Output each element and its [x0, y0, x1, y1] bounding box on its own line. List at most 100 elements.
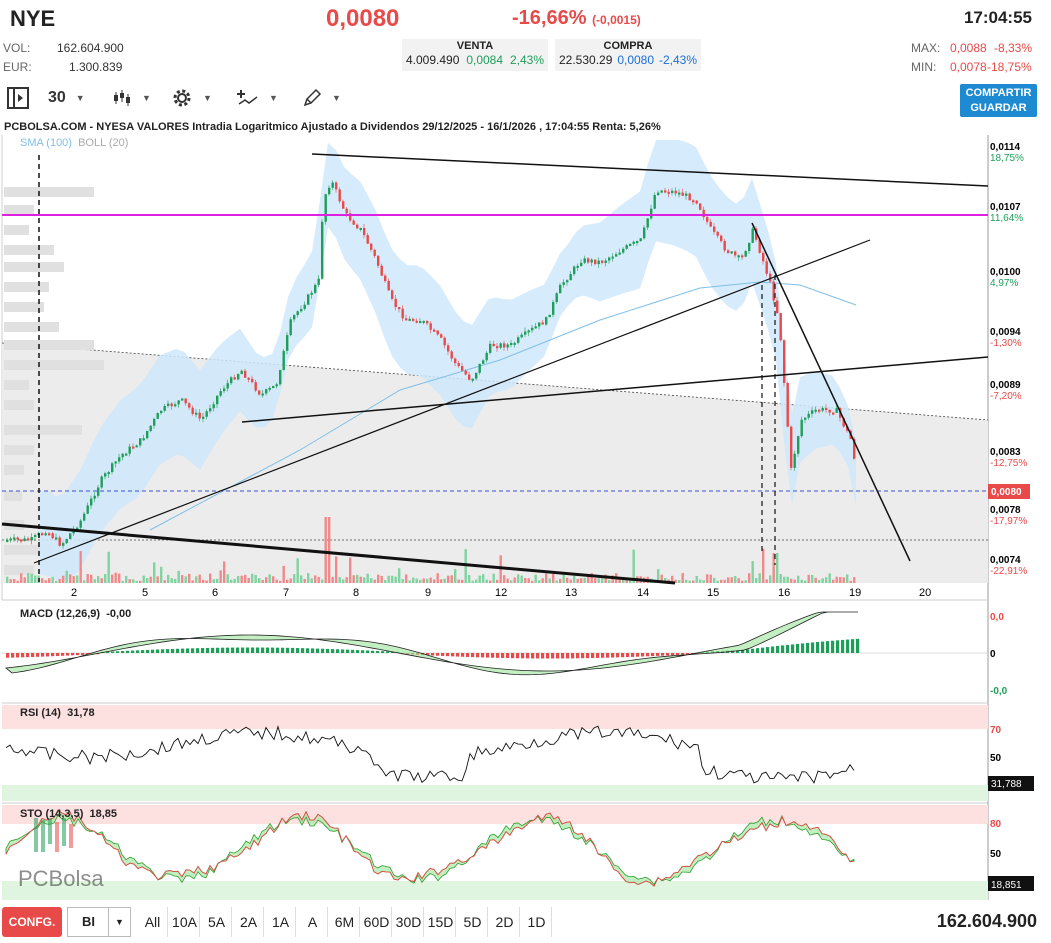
macd-bar [466, 653, 470, 657]
range-button[interactable]: A [298, 907, 328, 937]
macd-bar [381, 651, 385, 653]
volume-bar [72, 576, 75, 583]
candle [394, 298, 397, 308]
candle [415, 320, 418, 323]
ask-pct: -2,43% [658, 53, 697, 67]
range-button[interactable]: 6M [330, 907, 360, 937]
sma-legend[interactable]: SMA (100) [20, 137, 72, 149]
range-button[interactable]: 2D [490, 907, 520, 937]
range-button[interactable]: 5A [202, 907, 232, 937]
chevron-down-icon: ▼ [332, 93, 341, 103]
indicators-select[interactable]: ▼ [237, 84, 278, 112]
trendline-top[interactable] [311, 153, 989, 187]
volume-bar [587, 574, 590, 583]
volume-bar [195, 576, 198, 583]
macd-bar [336, 649, 340, 653]
volume-profile-bar [4, 400, 34, 410]
candle [293, 315, 296, 320]
volume-bar [237, 575, 240, 583]
macd-bar [201, 648, 205, 653]
x-tick: 20 [919, 587, 931, 599]
candle [380, 265, 383, 276]
candle [363, 227, 366, 236]
chart-type-select[interactable]: ▼ [112, 84, 151, 112]
volume-bar [16, 580, 19, 583]
macd-bar [11, 653, 15, 658]
range-button[interactable]: 1A [266, 907, 296, 937]
volume-bar [300, 575, 303, 583]
macd-bar [306, 648, 310, 653]
volume-bar [415, 578, 418, 583]
range-button[interactable]: 5D [458, 907, 488, 937]
candle [531, 327, 534, 331]
volume-bar [331, 576, 334, 583]
range-button[interactable]: 2A [234, 907, 264, 937]
range-button[interactable]: 15D [426, 907, 456, 937]
pencil-icon [303, 88, 322, 107]
range-button[interactable]: 10A [170, 907, 200, 937]
candle [331, 182, 334, 188]
ask-volume: 22.530.29 [559, 53, 613, 67]
macd-bar [226, 647, 230, 653]
sidebar-toggle-button[interactable] [6, 84, 30, 112]
macd-bar [166, 649, 170, 653]
macd-bar [851, 639, 855, 653]
candle [97, 487, 100, 496]
range-button[interactable]: All [138, 907, 168, 937]
candle [646, 218, 649, 228]
volume-bar [132, 579, 135, 583]
candle [573, 266, 576, 275]
volume-bar [664, 577, 667, 583]
range-button[interactable]: 1D [522, 907, 552, 937]
macd-bar [161, 649, 165, 653]
candle [552, 302, 555, 315]
candle [104, 473, 107, 477]
volume-profile-bar [4, 565, 34, 575]
range-button[interactable]: 60D [362, 907, 392, 937]
volume-bar [534, 574, 537, 583]
interval-select[interactable]: 30 ▼ [48, 84, 85, 112]
share-save-button[interactable]: COMPARTIR GUARDAR [960, 84, 1037, 117]
price-tick-pct: -12,75% [990, 458, 1027, 469]
trendline-rising[interactable] [33, 239, 871, 564]
volume-bar [566, 577, 569, 583]
volume-bar [447, 575, 450, 583]
trendline-bottom[interactable] [1, 522, 676, 585]
candle [548, 314, 551, 318]
range-button[interactable]: 30D [394, 907, 424, 937]
macd-label[interactable]: MACD (12,26,9) -0,00 [20, 608, 132, 620]
trendline-mid[interactable] [241, 356, 989, 423]
candle [328, 187, 331, 195]
macd-bar [126, 650, 130, 653]
trendline-falling[interactable] [751, 222, 911, 562]
macd-bar [846, 639, 850, 653]
price-tick: 0,0094 [990, 327, 1021, 338]
macd-histogram [6, 638, 860, 659]
volume-bar [730, 577, 733, 583]
volume-bar [790, 578, 793, 583]
rsi-label[interactable]: RSI (14) 31,78 [20, 707, 95, 719]
price-chart[interactable]: 0,0114 18,75% 0,0107 11,64% 0,0100 4,97%… [0, 0, 1051, 905]
candle [765, 261, 768, 274]
rsi-tag: 31,788 [991, 779, 1022, 790]
volume-bar [555, 580, 558, 583]
macd-bar [456, 653, 460, 657]
sto-label[interactable]: STO (14,3,5) 18,85 [20, 808, 118, 820]
config-button[interactable]: CONFG. [2, 907, 62, 937]
volume-profile-bar [4, 187, 94, 197]
x-tick: 13 [565, 587, 577, 599]
macd-bar [606, 653, 610, 658]
period-type-select[interactable]: BI ▼ [67, 907, 131, 937]
volume-profile-bar [4, 262, 64, 272]
boll-legend[interactable]: BOLL (20) [78, 137, 129, 149]
candle [506, 344, 509, 348]
volume-bar [713, 577, 716, 583]
volume-bar [527, 578, 530, 583]
rsi-oversold-zone [2, 785, 988, 801]
drawing-tools-select[interactable]: ▼ [302, 84, 341, 112]
candle [555, 293, 558, 303]
macd-bar [431, 653, 435, 656]
volume-bar [216, 578, 219, 583]
settings-select[interactable]: ▼ [171, 84, 212, 112]
candle [188, 403, 191, 408]
